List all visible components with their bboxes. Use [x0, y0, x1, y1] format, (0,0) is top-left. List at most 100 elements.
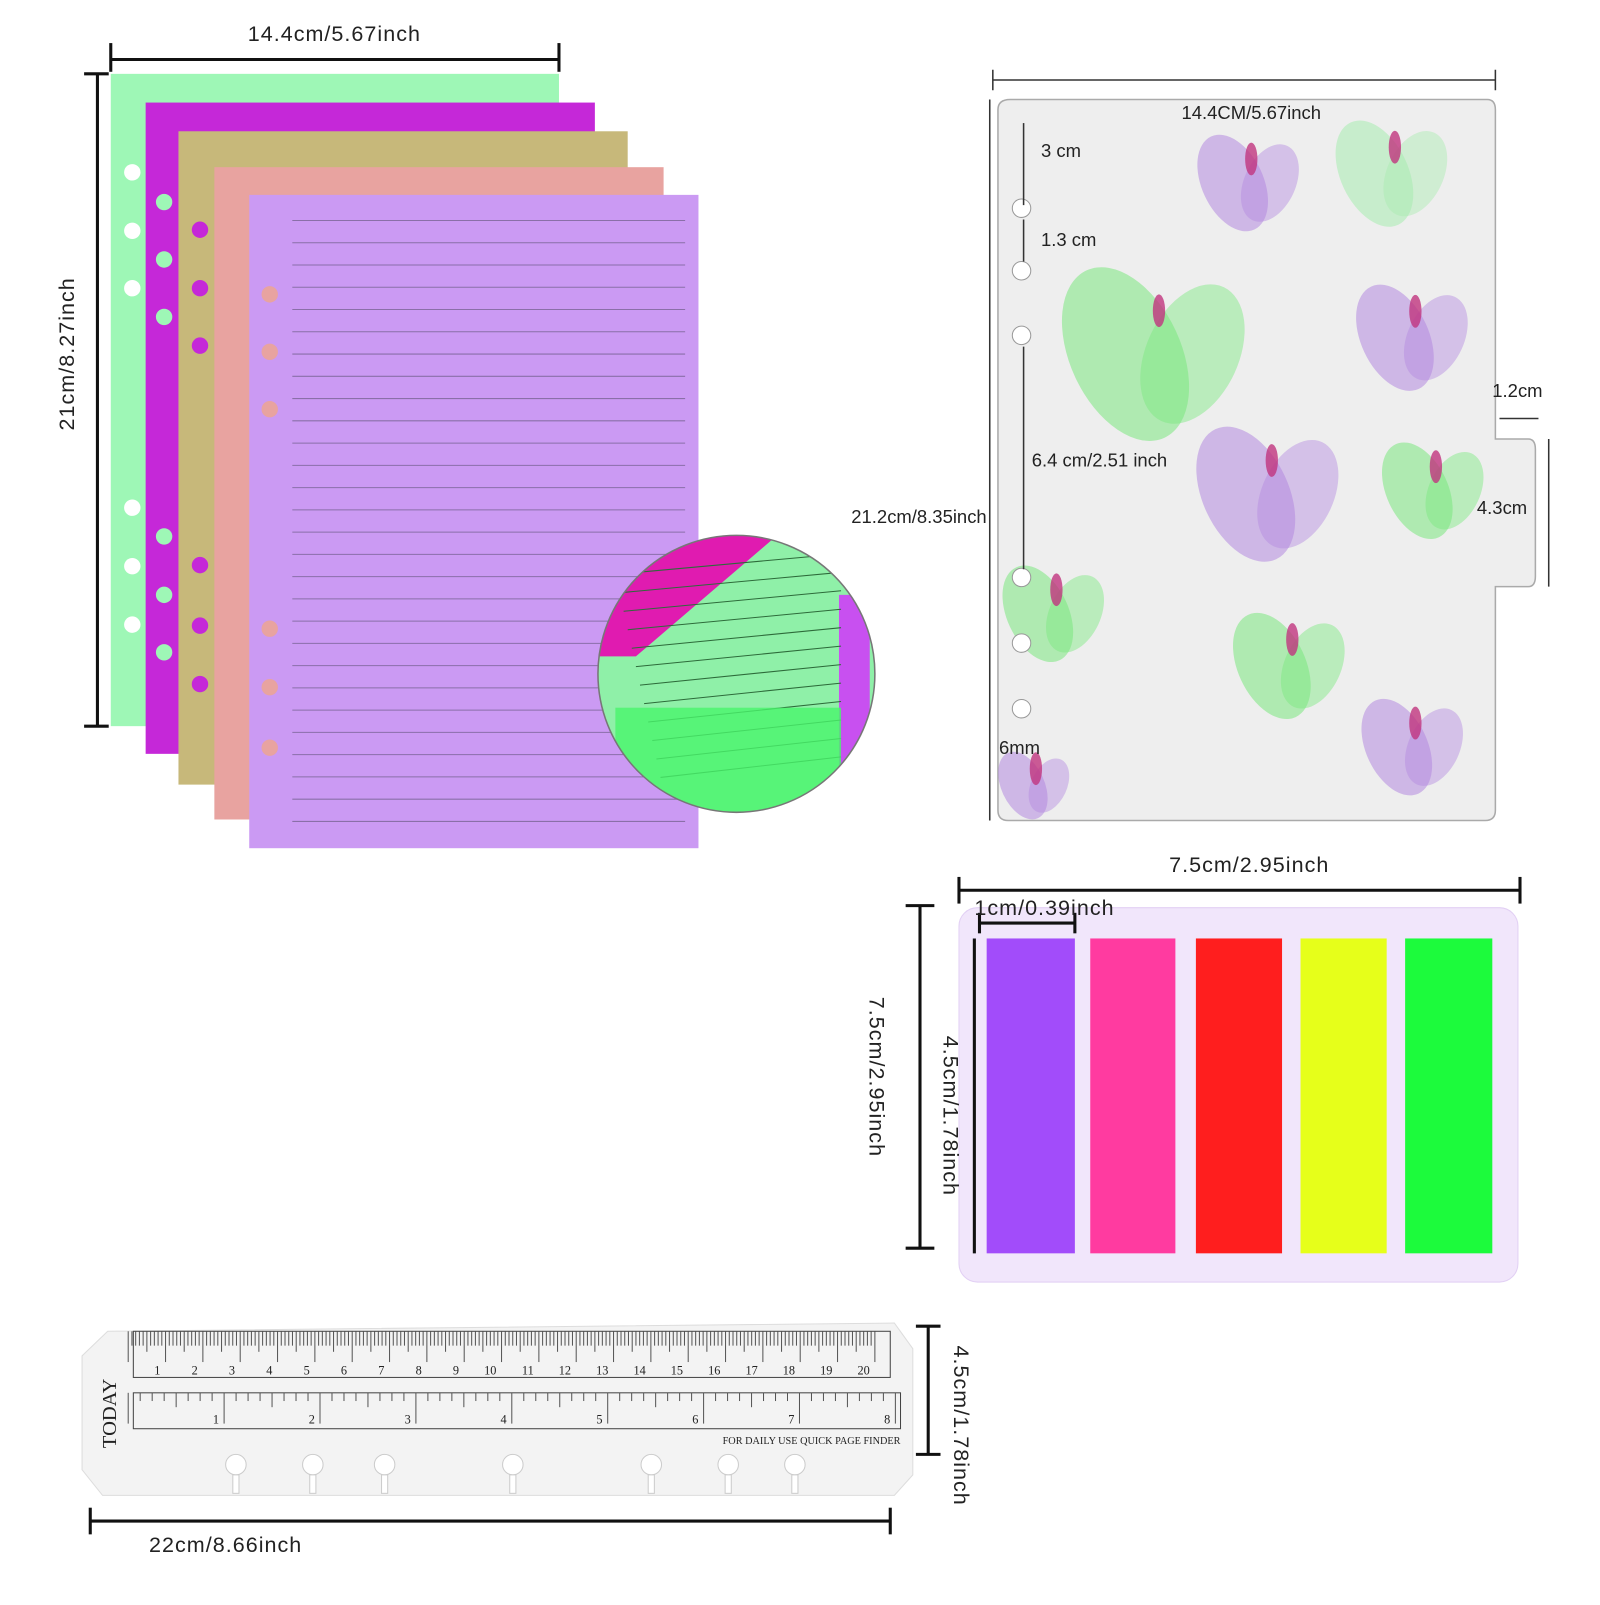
ruler-brand: TODAY — [99, 1378, 121, 1448]
divider-hole — [1011, 261, 1032, 281]
cm-number: 7 — [378, 1363, 384, 1377]
cm-number: 17 — [745, 1363, 757, 1377]
flag-green — [1405, 938, 1493, 1254]
divider-hole — [1011, 698, 1032, 719]
cm-scale — [132, 1330, 891, 1378]
cm-number: 4 — [266, 1363, 272, 1377]
ruler-slot — [381, 1474, 389, 1494]
flag-pink — [1090, 938, 1176, 1254]
inset-line — [619, 571, 842, 594]
cm-number: 19 — [820, 1363, 832, 1377]
ruler-hole — [717, 1453, 739, 1476]
dimension-label: 3 cm — [1041, 140, 1081, 161]
divider-hole — [1011, 325, 1032, 346]
inch-number: 1 — [213, 1413, 219, 1427]
ruler-slot — [791, 1474, 799, 1494]
inset-line — [635, 645, 842, 668]
ruler-slot — [647, 1474, 655, 1494]
punch-hole — [124, 557, 141, 575]
punch-hole — [155, 308, 173, 326]
cm-number: 15 — [671, 1363, 683, 1377]
dimension-label: 22cm/8.66inch — [149, 1533, 302, 1557]
dimension-label: 1cm/0.39inch — [974, 896, 1114, 920]
zoom-border — [597, 534, 876, 814]
punch-hole — [191, 221, 209, 238]
punch-hole — [191, 280, 209, 297]
punch-hole — [124, 222, 141, 239]
dimension-label: 1.3 cm — [1041, 229, 1096, 250]
cm-number: 9 — [453, 1363, 459, 1377]
inch-number: 8 — [884, 1413, 890, 1427]
paper-sheets — [110, 73, 699, 849]
inch-number: 4 — [501, 1413, 507, 1427]
dimension-label: 7.5cm/2.95inch — [1169, 853, 1329, 877]
punch-hole — [155, 193, 173, 211]
punch-hole — [191, 556, 209, 574]
butterfly-body — [1265, 444, 1278, 477]
ruler-slot — [232, 1474, 240, 1494]
divider-hole — [1011, 633, 1032, 653]
divider-hole — [1011, 567, 1032, 588]
dimension-label: 4.5cm/1.78inch — [939, 1036, 963, 1196]
flag-red — [1195, 938, 1283, 1254]
inch-scale — [132, 1392, 902, 1430]
punch-hole — [191, 337, 209, 354]
cm-number: 2 — [192, 1363, 198, 1377]
punch-hole — [191, 675, 209, 693]
divider-holes — [1011, 198, 1032, 719]
dimension-label: 21cm/8.27inch — [55, 277, 79, 430]
cm-number: 10 — [484, 1363, 496, 1377]
butterfly-body — [1286, 623, 1299, 656]
butterfly-wing — [1140, 284, 1245, 424]
dimension-label: 14.4CM/5.67inch — [1182, 102, 1322, 123]
punch-hole — [261, 286, 278, 303]
punch-hole — [261, 343, 278, 360]
punch-hole — [155, 644, 173, 661]
dimension-label: 4.5cm/1.78inch — [949, 1346, 973, 1506]
flag-purple — [986, 938, 1075, 1254]
punch-hole — [155, 586, 173, 604]
ruler-slot — [309, 1474, 317, 1494]
dimension-label: 6mm — [999, 737, 1040, 758]
inch-number: 5 — [596, 1413, 602, 1427]
cm-number: 20 — [857, 1363, 869, 1377]
flag-yellow — [1300, 938, 1387, 1254]
dimension-label: 1.2cm — [1492, 380, 1542, 401]
punch-hole — [261, 401, 278, 418]
dimension-label: 4.3cm — [1477, 497, 1527, 518]
inch-number: 2 — [309, 1413, 315, 1427]
inch-number: 3 — [405, 1413, 411, 1427]
ruler-body — [81, 1322, 914, 1496]
cm-number: 11 — [522, 1363, 534, 1377]
punch-hole — [124, 164, 141, 181]
butterfly-body — [1245, 142, 1258, 176]
cm-number: 16 — [708, 1363, 720, 1377]
butterfly-body — [1388, 130, 1402, 164]
ruler-caption: FOR DAILY USE QUICK PAGE FINDER — [723, 1436, 901, 1447]
butterfly-body — [1409, 706, 1422, 740]
cm-number: 6 — [341, 1363, 347, 1377]
butterfly-wing — [1257, 439, 1339, 549]
punch-hole — [191, 617, 209, 634]
dimension-label: 21.2cm/8.35inch — [851, 506, 986, 527]
inch-number: 7 — [788, 1413, 794, 1427]
butterfly-body — [1152, 294, 1166, 328]
inset-line — [631, 627, 842, 649]
ruler-hole — [640, 1453, 663, 1476]
ruler-slot — [509, 1474, 517, 1494]
inset-line — [639, 664, 842, 686]
ruler-scales: 1 2 3 4 5 6 7 8 9 10 11 12 13 14 15 16 17 18 19 201 2 3 4 5 6 7 8 — [127, 1330, 902, 1494]
cm-number: 8 — [416, 1363, 422, 1377]
punch-hole — [261, 739, 278, 756]
punch-hole — [124, 499, 141, 516]
cm-number: 14 — [633, 1363, 645, 1377]
ruler-hole — [784, 1453, 806, 1476]
ruler-hole — [302, 1453, 324, 1476]
inset-line — [644, 682, 842, 705]
ruler-slot — [724, 1474, 732, 1494]
cm-number: 5 — [304, 1363, 310, 1377]
dimension-label: 6.4 cm/2.51 inch — [1032, 450, 1167, 471]
inset-line — [615, 553, 842, 575]
ruler-hole — [373, 1453, 396, 1476]
